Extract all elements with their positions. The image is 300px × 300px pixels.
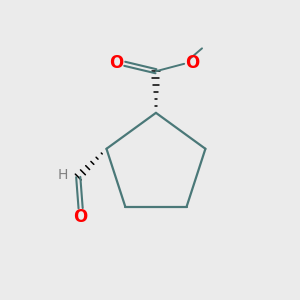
Text: H: H bbox=[58, 168, 68, 182]
Text: O: O bbox=[185, 54, 200, 72]
Text: O: O bbox=[74, 208, 88, 226]
Text: O: O bbox=[109, 54, 124, 72]
